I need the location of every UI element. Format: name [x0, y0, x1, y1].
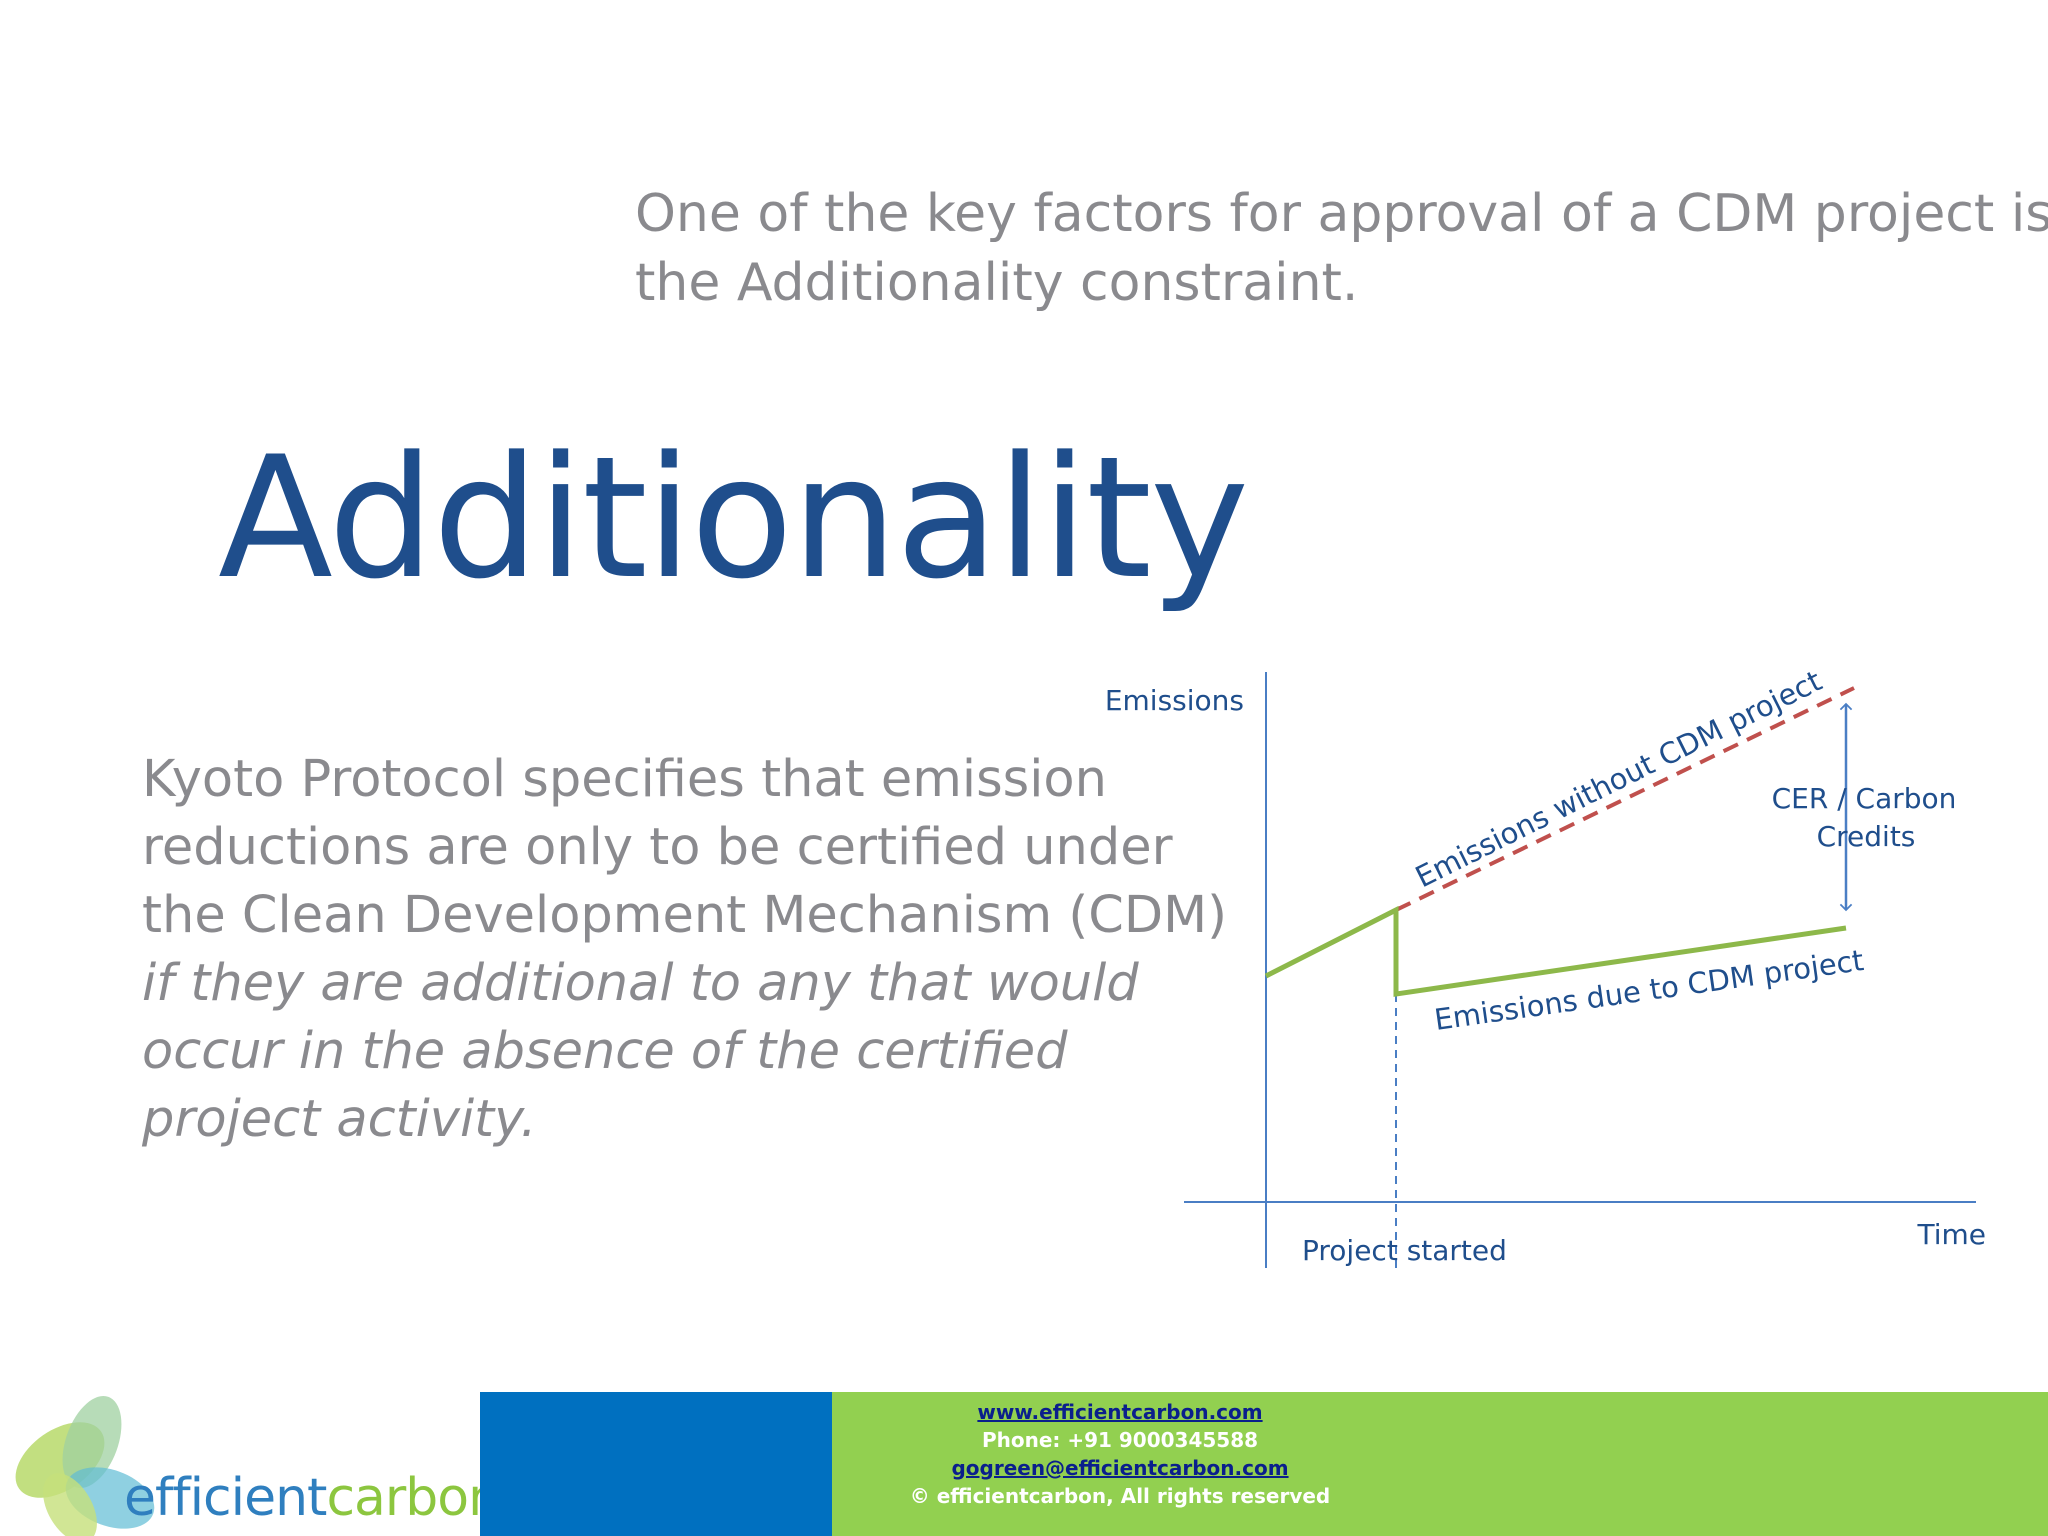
- efficientcarbon-logo-icon: [15, 1396, 155, 1536]
- logo-wordmark: efficientcarbon: [124, 1468, 501, 1528]
- credits-label-line-1: CER / Carbon: [1772, 782, 1957, 815]
- copyright-text: © efficientcarbon, All rights reserved: [909, 1484, 1331, 1508]
- kyoto-line-1: Kyoto Protocol specifies that emission: [142, 750, 1107, 809]
- footer-blue-band: [480, 1392, 832, 1536]
- website-link[interactable]: www.efficientcarbon.com: [977, 1400, 1263, 1424]
- slide-title: Additionality: [218, 420, 1249, 616]
- kyoto-line-4: if they are additional to any that would: [142, 954, 1139, 1013]
- logo-wordmark-part-1: efficient: [124, 1468, 327, 1528]
- y-axis-label: Emissions: [1105, 684, 1244, 717]
- footer-green-band: [832, 1392, 2048, 1536]
- kyoto-line-3: the Clean Development Mechanism (CDM): [142, 886, 1228, 945]
- credits-label-line-2: Credits: [1817, 820, 1916, 853]
- phone-text: Phone: +91 9000345588: [981, 1428, 1259, 1452]
- project-emissions-line: [1264, 905, 1847, 997]
- x-axis-label: Time: [1916, 1218, 1986, 1251]
- baseline-label: Emissions without CDM project: [1410, 663, 1827, 894]
- project-start-label: Project started: [1302, 1234, 1507, 1267]
- kyoto-line-6: project activity.: [142, 1090, 537, 1149]
- additionality-diagram: Emissions Time Project started Emissions…: [1105, 663, 1986, 1270]
- logo-wordmark-part-2: carbon: [326, 1468, 501, 1528]
- intro-line-2: the Additionality constraint.: [635, 253, 1359, 313]
- intro-text: One of the key factors for approval of a…: [635, 180, 2048, 318]
- baseline-emissions-line: [1395, 686, 1855, 912]
- kyoto-line-5: occur in the absence of the certified: [142, 1022, 1068, 1081]
- email-link[interactable]: gogreen@efficientcarbon.com: [951, 1456, 1289, 1480]
- kyoto-line-2: reductions are only to be certified unde…: [142, 818, 1173, 877]
- intro-line-1: One of the key factors for approval of a…: [635, 184, 2048, 244]
- footer-contact: www.efficientcarbon.com Phone: +91 90003…: [832, 1398, 1408, 1510]
- kyoto-paragraph: Kyoto Protocol specifies that emission r…: [142, 746, 1252, 1154]
